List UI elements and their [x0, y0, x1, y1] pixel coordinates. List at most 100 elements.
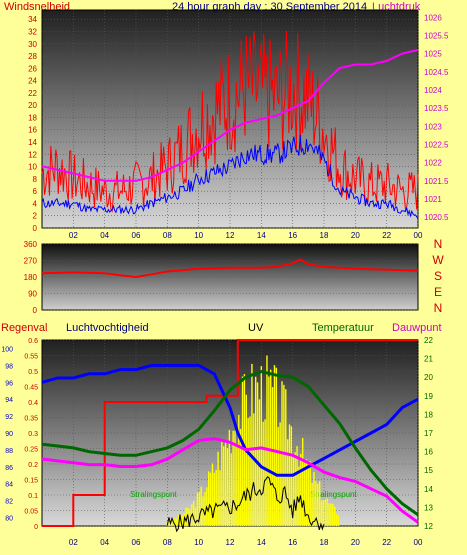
humidity-tick-2: 96 — [5, 380, 13, 387]
dir-left-tick-0: 360 — [24, 240, 38, 249]
temperature-axis-title: Temperatuur — [312, 322, 374, 334]
wind-x-tick-9: 20 — [351, 231, 360, 240]
wind-x-tick-11: 00 — [414, 231, 423, 240]
rain-x-tick-1: 04 — [100, 538, 109, 547]
humidity-tick-1: 98 — [5, 363, 13, 370]
temp-tick-1: 21 — [424, 355, 433, 364]
humidity-tick-8: 84 — [5, 482, 13, 489]
dewpoint-axis-title: Dauwpunt — [392, 322, 442, 334]
solar-series — [166, 475, 325, 533]
rain-tick-4: 0.4 — [28, 400, 38, 407]
humidity-tick-9: 82 — [5, 499, 13, 506]
chart-title: 24 hour graph day : 30 September 2014 — [172, 1, 367, 13]
wind-x-tick-6: 14 — [257, 231, 266, 240]
wind-right-tick-0: 1026 — [424, 13, 442, 22]
wind-right-tick-8: 1022 — [424, 159, 442, 168]
wind-x-tick-1: 04 — [100, 231, 109, 240]
rain-x-tick-3: 08 — [163, 538, 172, 547]
rain-tick-5: 0.35 — [24, 416, 38, 423]
wind-right-tick-7: 1022.5 — [424, 140, 449, 149]
wind-x-tick-2: 06 — [132, 231, 141, 240]
dir-left-tick-4: 0 — [33, 306, 38, 315]
direction-panel — [41, 243, 419, 311]
rain-x-tick-0: 02 — [69, 538, 78, 547]
rain-series — [42, 339, 418, 527]
pressure-series — [41, 49, 419, 182]
dir-compass-4: N — [434, 301, 443, 315]
rain-tick-1: 0.55 — [24, 354, 38, 361]
humidity-tick-3: 94 — [5, 397, 13, 404]
wind-right-tick-1: 1025.5 — [424, 31, 449, 40]
uv-axis-title: UV — [248, 322, 264, 334]
wind-left-tick-2: 4 — [33, 199, 38, 208]
humidity-tick-7: 86 — [5, 465, 13, 472]
wind-speed-series — [41, 134, 419, 219]
wind-right-tick-3: 1024.5 — [424, 68, 449, 77]
windspeed-axis-title: Windsnelheid — [4, 1, 70, 13]
wind-right-tick-6: 1023 — [424, 122, 442, 131]
wind-gust-series — [41, 30, 419, 213]
wind-x-tick-5: 12 — [226, 231, 235, 240]
wind-left-tick-5: 10 — [28, 163, 37, 172]
rain-x-tick-6: 14 — [257, 538, 266, 547]
dewpoint-series — [41, 437, 419, 524]
temp-tick-7: 15 — [424, 466, 433, 475]
wind-left-tick-12: 24 — [28, 77, 37, 86]
wind-right-tick-2: 1025 — [424, 50, 442, 59]
dir-compass-0: N — [434, 237, 443, 251]
temp-tick-8: 14 — [424, 485, 433, 494]
wind-left-tick-9: 18 — [28, 113, 37, 122]
dir-left-tick-2: 180 — [24, 273, 38, 282]
wind-left-tick-3: 6 — [33, 187, 38, 196]
humidity-tick-6: 88 — [5, 448, 13, 455]
temp-tick-5: 17 — [424, 429, 433, 438]
rain-axis-title: Regenval — [1, 322, 47, 334]
wind-left-tick-17: 34 — [28, 15, 37, 24]
rain-tick-0: 0.6 — [28, 338, 38, 345]
temp-tick-10: 12 — [424, 522, 433, 531]
rain-tick-7: 0.25 — [24, 447, 38, 454]
wind-left-tick-4: 8 — [33, 175, 38, 184]
humidity-tick-10: 80 — [5, 516, 13, 523]
pressure-axis-title: Luchtdruk — [372, 1, 421, 13]
dir-left-tick-3: 90 — [28, 290, 37, 299]
direction-series — [41, 258, 419, 279]
wind-x-tick-10: 22 — [382, 231, 391, 240]
rain-x-tick-7: 16 — [288, 538, 297, 547]
dir-compass-1: W — [432, 253, 444, 267]
wind-left-tick-16: 32 — [28, 27, 37, 36]
rain-tick-9: 0.15 — [24, 478, 38, 485]
rain-tick-3: 0.45 — [24, 385, 38, 392]
temp-tick-6: 16 — [424, 448, 433, 457]
wind-left-tick-15: 30 — [28, 40, 37, 49]
wind-left-tick-1: 2 — [33, 212, 38, 221]
wind-x-tick-8: 18 — [320, 231, 329, 240]
wind-x-tick-0: 02 — [69, 231, 78, 240]
rain-tick-6: 0.3 — [28, 431, 38, 438]
wind-x-tick-4: 10 — [194, 231, 203, 240]
humidity-tick-5: 90 — [5, 431, 13, 438]
annotation-right: Stralingspunt — [310, 490, 357, 499]
temp-tick-9: 13 — [424, 503, 433, 512]
temp-tick-2: 20 — [424, 373, 433, 382]
dir-left-tick-1: 270 — [24, 257, 38, 266]
rain-x-tick-10: 22 — [382, 538, 391, 547]
rain-x-tick-9: 20 — [351, 538, 360, 547]
rain-x-tick-11: 00 — [414, 538, 423, 547]
wind-left-tick-7: 14 — [28, 138, 37, 147]
rain-tick-8: 0.2 — [28, 462, 38, 469]
rain-tick-12: 0 — [34, 524, 38, 531]
rain-tick-2: 0.5 — [28, 369, 38, 376]
rain-tick-11: 0.05 — [24, 509, 38, 516]
rain-x-tick-8: 18 — [320, 538, 329, 547]
humidity-series — [41, 363, 419, 477]
wind-right-tick-4: 1024 — [424, 86, 442, 95]
wind-right-tick-9: 1021.5 — [424, 177, 449, 186]
rain-x-tick-5: 12 — [226, 538, 235, 547]
wind-x-tick-7: 16 — [288, 231, 297, 240]
wind-right-tick-11: 1020.5 — [424, 213, 449, 222]
wind-right-tick-5: 1023.5 — [424, 104, 449, 113]
